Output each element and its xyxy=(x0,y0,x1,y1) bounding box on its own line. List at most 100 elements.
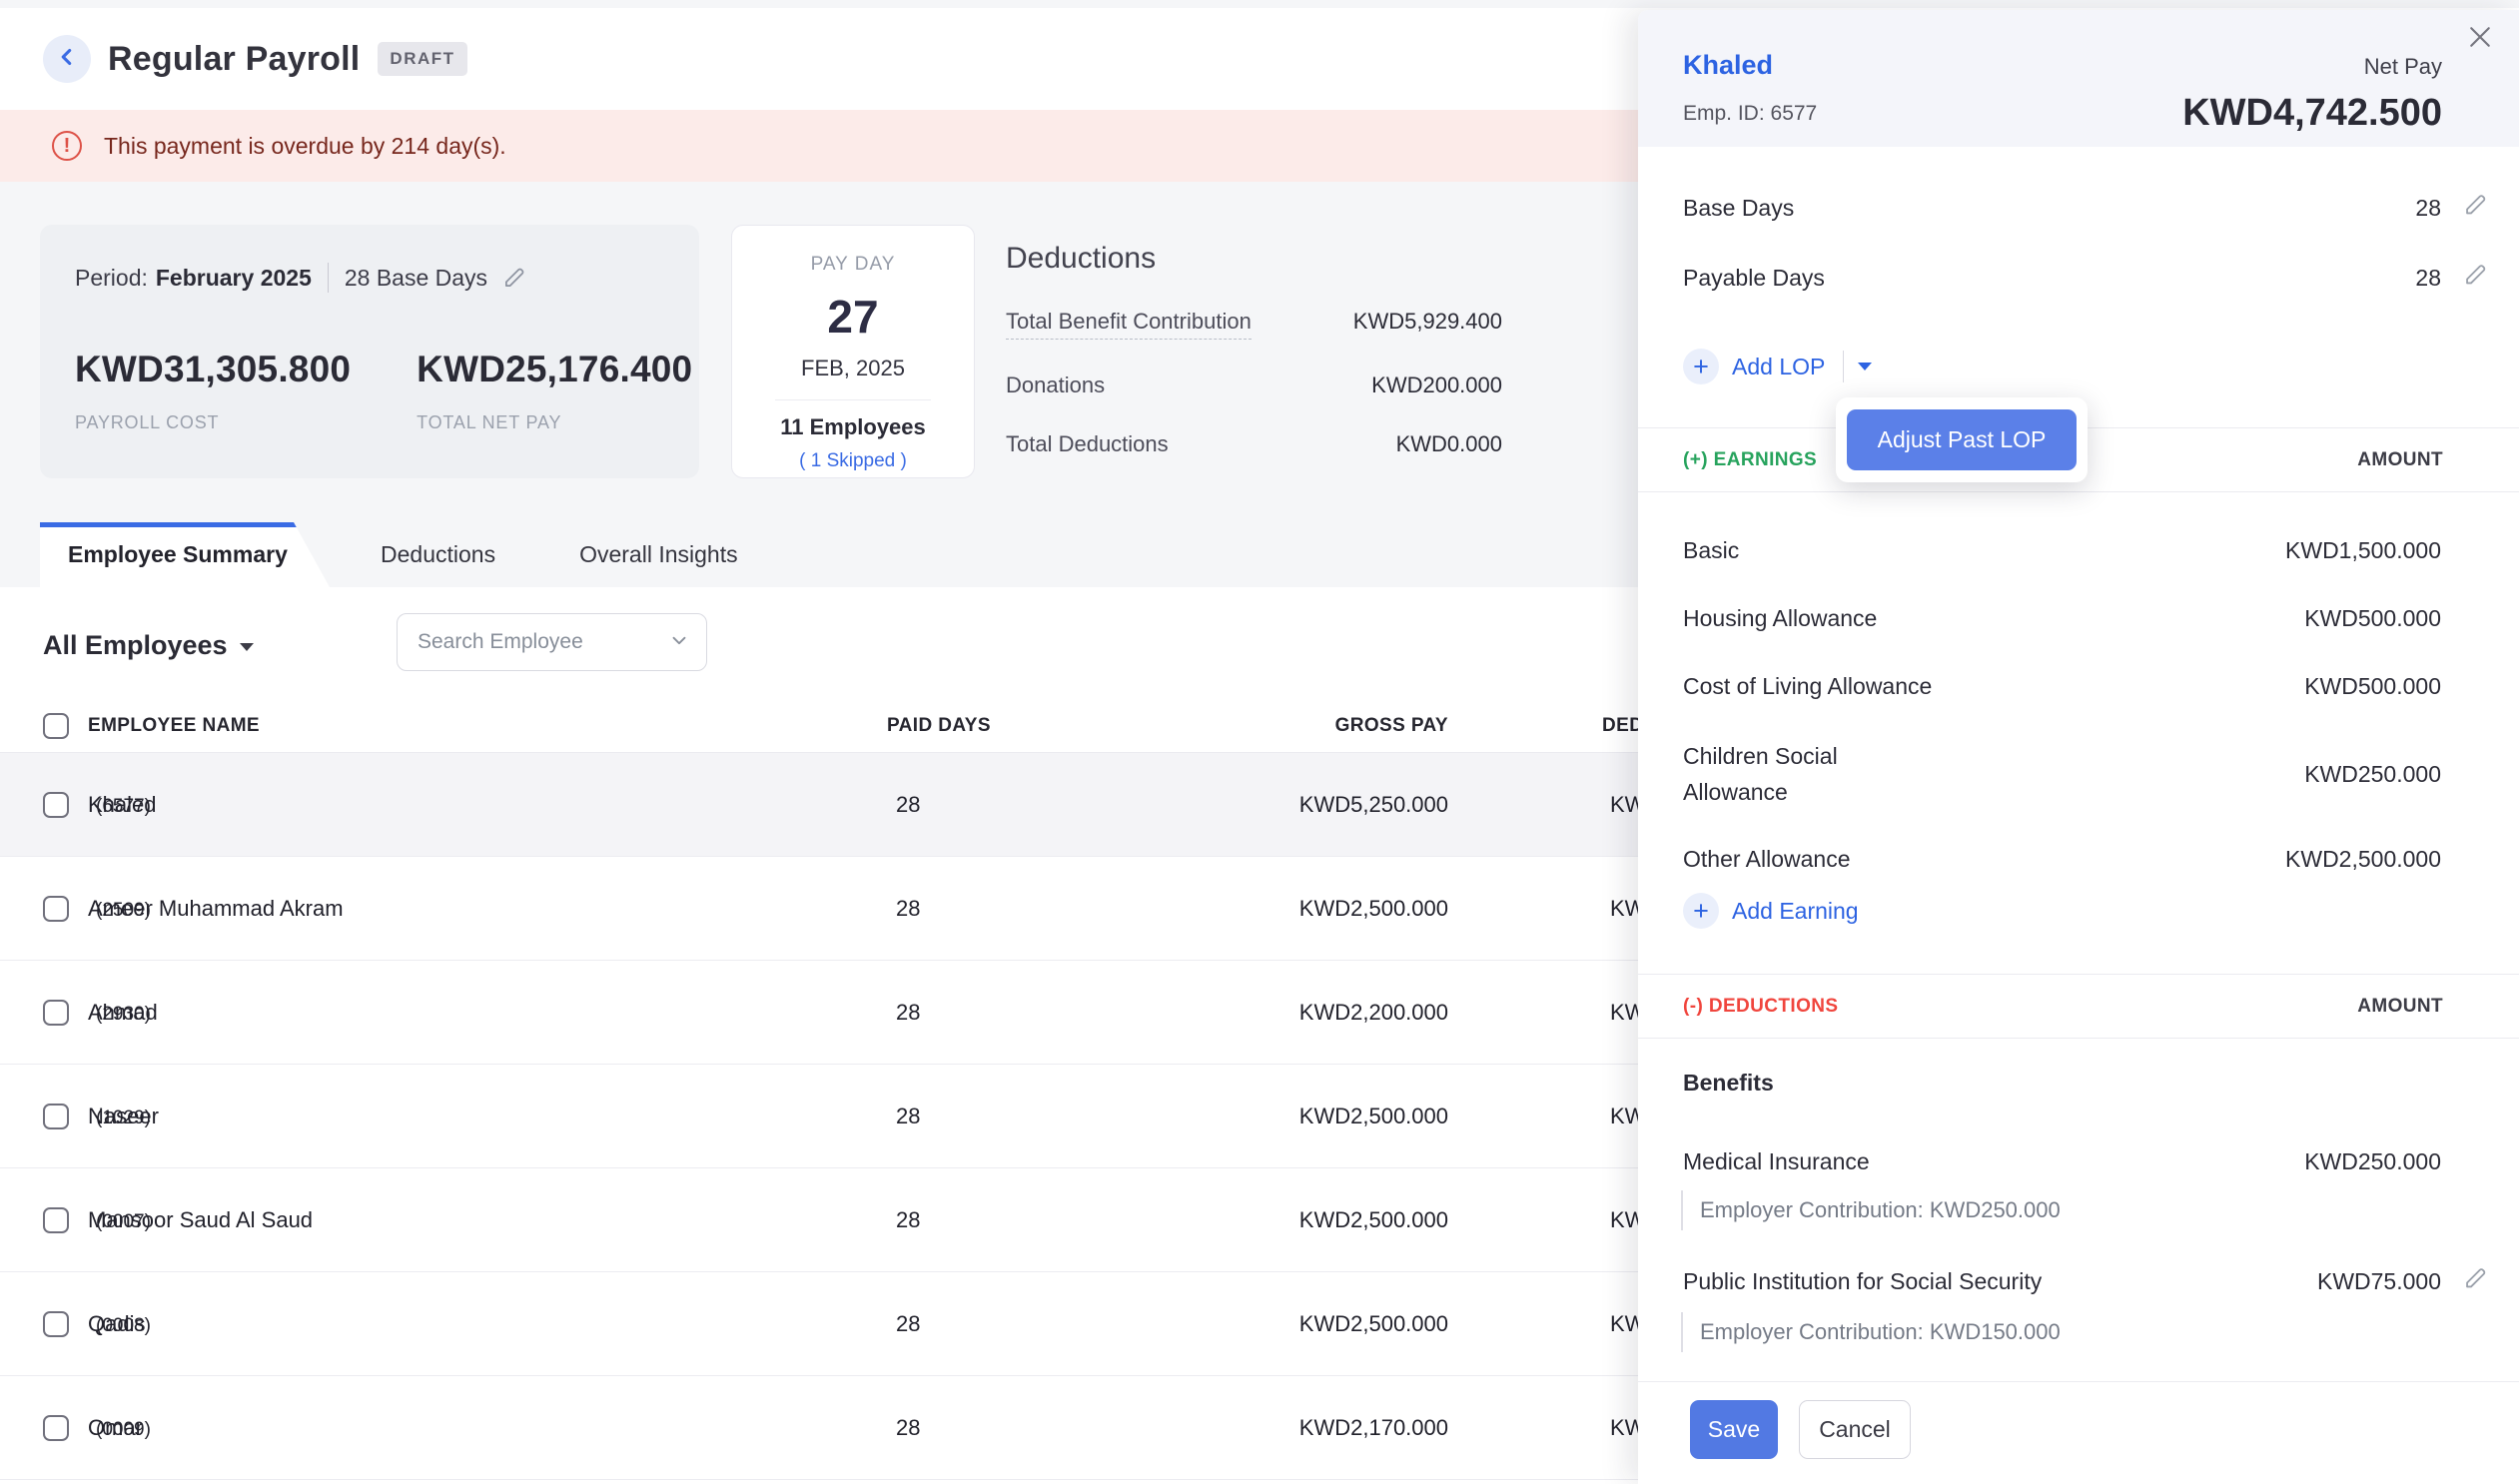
deductions-header: (-) DEDUCTIONS xyxy=(1683,996,1838,1018)
employee-filter-dropdown[interactable]: All Employees xyxy=(43,619,254,671)
panel-footer: Save Cancel xyxy=(1638,1381,2519,1484)
row-checkbox[interactable] xyxy=(43,1415,69,1441)
employee-name: Naseer xyxy=(88,1104,159,1129)
benefit-row: Public Institution for Social Security K… xyxy=(1638,1259,2519,1303)
payroll-cost-label: PAYROLL COST xyxy=(75,412,351,433)
deduction-summary-row: Total Deductions KWD0.000 xyxy=(1006,431,1502,457)
total-net-pay-value: KWD25,176.400 xyxy=(417,349,692,390)
base-days-row: Base Days 28 xyxy=(1638,186,2519,230)
tab-overall-insights[interactable]: Overall Insights xyxy=(546,522,771,587)
payable-days-value: 28 xyxy=(2415,265,2441,292)
skipped-count-link[interactable]: ( 1 Skipped ) xyxy=(732,450,974,472)
edit-payable-days-icon[interactable] xyxy=(2462,262,2489,295)
total-net-pay-label: TOTAL NET PAY xyxy=(417,412,692,433)
gross-pay-cell: KWD2,200.000 xyxy=(1099,1000,1448,1026)
add-earning-button[interactable]: + Add Earning xyxy=(1683,889,1859,933)
gross-pay-cell: KWD2,500.000 xyxy=(1099,1311,1448,1337)
employee-name-link[interactable]: Khaled xyxy=(1683,50,1773,81)
earning-value: KWD250.000 xyxy=(2304,761,2441,788)
earning-value: KWD2,500.000 xyxy=(2285,846,2441,873)
net-pay-label: Net Pay xyxy=(2364,54,2442,80)
column-employee-name: EMPLOYEE NAME xyxy=(88,715,260,737)
divider xyxy=(775,399,931,400)
row-checkbox[interactable] xyxy=(43,1207,69,1233)
status-badge: DRAFT xyxy=(378,42,466,76)
back-button[interactable] xyxy=(43,35,91,83)
add-lop-caret-icon[interactable] xyxy=(1858,363,1872,371)
adjust-past-lop-button[interactable]: Adjust Past LOP xyxy=(1847,409,2077,470)
search-employee-select[interactable]: Search Employee xyxy=(397,613,707,671)
page-title: Regular Payroll xyxy=(108,40,360,79)
gross-pay-cell: KWD5,250.000 xyxy=(1099,792,1448,818)
earning-label: Other Allowance xyxy=(1683,846,1850,873)
search-employee-placeholder: Search Employee xyxy=(418,630,668,654)
payday-day: 27 xyxy=(732,290,974,344)
tab-deductions[interactable]: Deductions xyxy=(348,522,528,587)
earning-label: Children Social Allowance xyxy=(1683,738,1913,810)
employee-name: Omar xyxy=(88,1415,143,1441)
payday-label: PAY DAY xyxy=(732,254,974,276)
employee-name: Ahmad xyxy=(88,1000,158,1026)
earning-row: Basic KWD1,500.000 xyxy=(1638,528,2519,572)
benefit-row: Medical Insurance KWD250.000 xyxy=(1638,1139,2519,1183)
employer-contribution-note: Employer Contribution: KWD250.000 xyxy=(1681,1190,2380,1230)
add-earning-label: Add Earning xyxy=(1732,898,1859,925)
earning-row: Cost of Living Allowance KWD500.000 xyxy=(1638,664,2519,708)
employer-contribution-note: Employer Contribution: KWD150.000 xyxy=(1681,1312,2380,1352)
save-button[interactable]: Save xyxy=(1690,1400,1778,1459)
row-checkbox[interactable] xyxy=(43,1104,69,1129)
earning-label: Basic xyxy=(1683,537,1739,564)
plus-icon: + xyxy=(1683,893,1719,929)
gross-pay-cell: KWD2,500.000 xyxy=(1099,1207,1448,1233)
payroll-run-page: Regular Payroll DRAFT ! This payment is … xyxy=(0,0,2519,1484)
column-paid-days: PAID DAYS xyxy=(887,715,991,737)
deductions-summary-title: Deductions xyxy=(1006,242,1502,276)
earning-row: Housing Allowance KWD500.000 xyxy=(1638,596,2519,640)
chevron-down-icon xyxy=(668,629,690,656)
row-checkbox[interactable] xyxy=(43,896,69,922)
earning-row: Children Social Allowance KWD250.000 xyxy=(1638,735,2519,813)
caret-down-icon xyxy=(240,643,254,651)
close-panel-button[interactable] xyxy=(2461,20,2499,58)
tab-bar: Employee Summary Deductions Overall Insi… xyxy=(40,522,771,587)
amount-header: AMOUNT xyxy=(2357,996,2443,1018)
total-benefit-contribution-label[interactable]: Total Benefit Contribution xyxy=(1006,309,1252,340)
employee-detail-panel: Khaled Net Pay Emp. ID: 6577 KWD4,742.50… xyxy=(1638,10,2519,1484)
employee-filter-label: All Employees xyxy=(43,630,228,661)
payroll-summary-card: Period: February 2025 28 Base Days KWD31… xyxy=(40,225,699,478)
edit-benefit-icon[interactable] xyxy=(2462,1265,2489,1298)
paid-days-cell: 28 xyxy=(896,1207,920,1233)
warning-icon: ! xyxy=(52,131,82,161)
cancel-button[interactable]: Cancel xyxy=(1799,1400,1911,1459)
add-lop-dropdown-menu: Adjust Past LOP xyxy=(1836,397,2088,482)
edit-base-days-icon[interactable] xyxy=(2462,192,2489,225)
select-all-checkbox[interactable] xyxy=(43,713,69,739)
paid-days-cell: 28 xyxy=(896,896,920,922)
gross-pay-cell: KWD2,170.000 xyxy=(1099,1415,1448,1441)
panel-header: Khaled Net Pay Emp. ID: 6577 KWD4,742.50… xyxy=(1638,10,2519,147)
column-gross-pay: GROSS PAY xyxy=(1099,715,1448,737)
earning-row: Other Allowance KWD2,500.000 xyxy=(1638,837,2519,881)
benefits-label: Benefits xyxy=(1683,1070,1774,1097)
benefit-value: KWD250.000 xyxy=(2304,1148,2441,1175)
alert-text: This payment is overdue by 214 day(s). xyxy=(104,133,506,160)
gross-pay-cell: KWD2,500.000 xyxy=(1099,1104,1448,1129)
tab-employee-summary[interactable]: Employee Summary xyxy=(40,522,330,587)
employee-count: 11 Employees xyxy=(732,414,974,440)
plus-icon: + xyxy=(1683,349,1719,384)
add-lop-button[interactable]: + Add LOP xyxy=(1683,345,1872,388)
payroll-cost-value: KWD31,305.800 xyxy=(75,349,351,390)
gross-pay-cell: KWD2,500.000 xyxy=(1099,896,1448,922)
net-pay-value: KWD4,742.500 xyxy=(2182,92,2442,135)
divider xyxy=(1843,351,1844,382)
paid-days-cell: 28 xyxy=(896,1311,920,1337)
row-checkbox[interactable] xyxy=(43,1311,69,1337)
paid-days-cell: 28 xyxy=(896,1415,920,1441)
edit-period-icon[interactable] xyxy=(501,265,527,291)
period-label: Period: xyxy=(75,265,148,292)
deductions-header-band: (-) DEDUCTIONS AMOUNT xyxy=(1638,974,2519,1039)
employee-name: Ameer Muhammad Akram xyxy=(88,896,344,922)
close-icon xyxy=(2465,22,2495,57)
row-checkbox[interactable] xyxy=(43,792,69,818)
row-checkbox[interactable] xyxy=(43,1000,69,1026)
